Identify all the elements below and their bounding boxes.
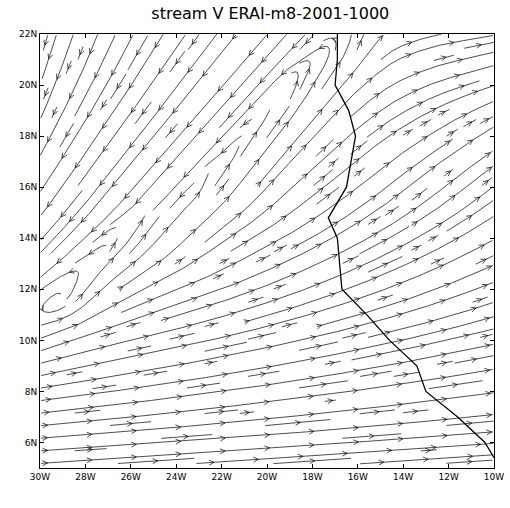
svg-text:stream V ERAI-m8-2001-1000: stream V ERAI-m8-2001-1000: [151, 4, 389, 23]
svg-text:14W: 14W: [393, 472, 413, 482]
svg-text:14N: 14N: [19, 233, 37, 243]
svg-text:22N: 22N: [19, 29, 37, 39]
svg-text:12W: 12W: [438, 472, 458, 482]
svg-text:20W: 20W: [257, 472, 277, 482]
svg-text:30W: 30W: [30, 472, 50, 482]
svg-text:20N: 20N: [19, 80, 37, 90]
svg-text:8N: 8N: [25, 387, 37, 397]
svg-text:16N: 16N: [19, 182, 37, 192]
svg-text:10N: 10N: [19, 336, 37, 346]
svg-text:18N: 18N: [19, 131, 37, 141]
svg-text:10W: 10W: [484, 472, 504, 482]
svg-text:22W: 22W: [211, 472, 231, 482]
svg-text:12N: 12N: [19, 284, 37, 294]
svg-text:16W: 16W: [348, 472, 368, 482]
svg-text:6N: 6N: [25, 438, 37, 448]
svg-text:18W: 18W: [302, 472, 322, 482]
svg-text:24W: 24W: [166, 472, 186, 482]
svg-text:28W: 28W: [75, 472, 95, 482]
svg-text:26W: 26W: [121, 472, 141, 482]
